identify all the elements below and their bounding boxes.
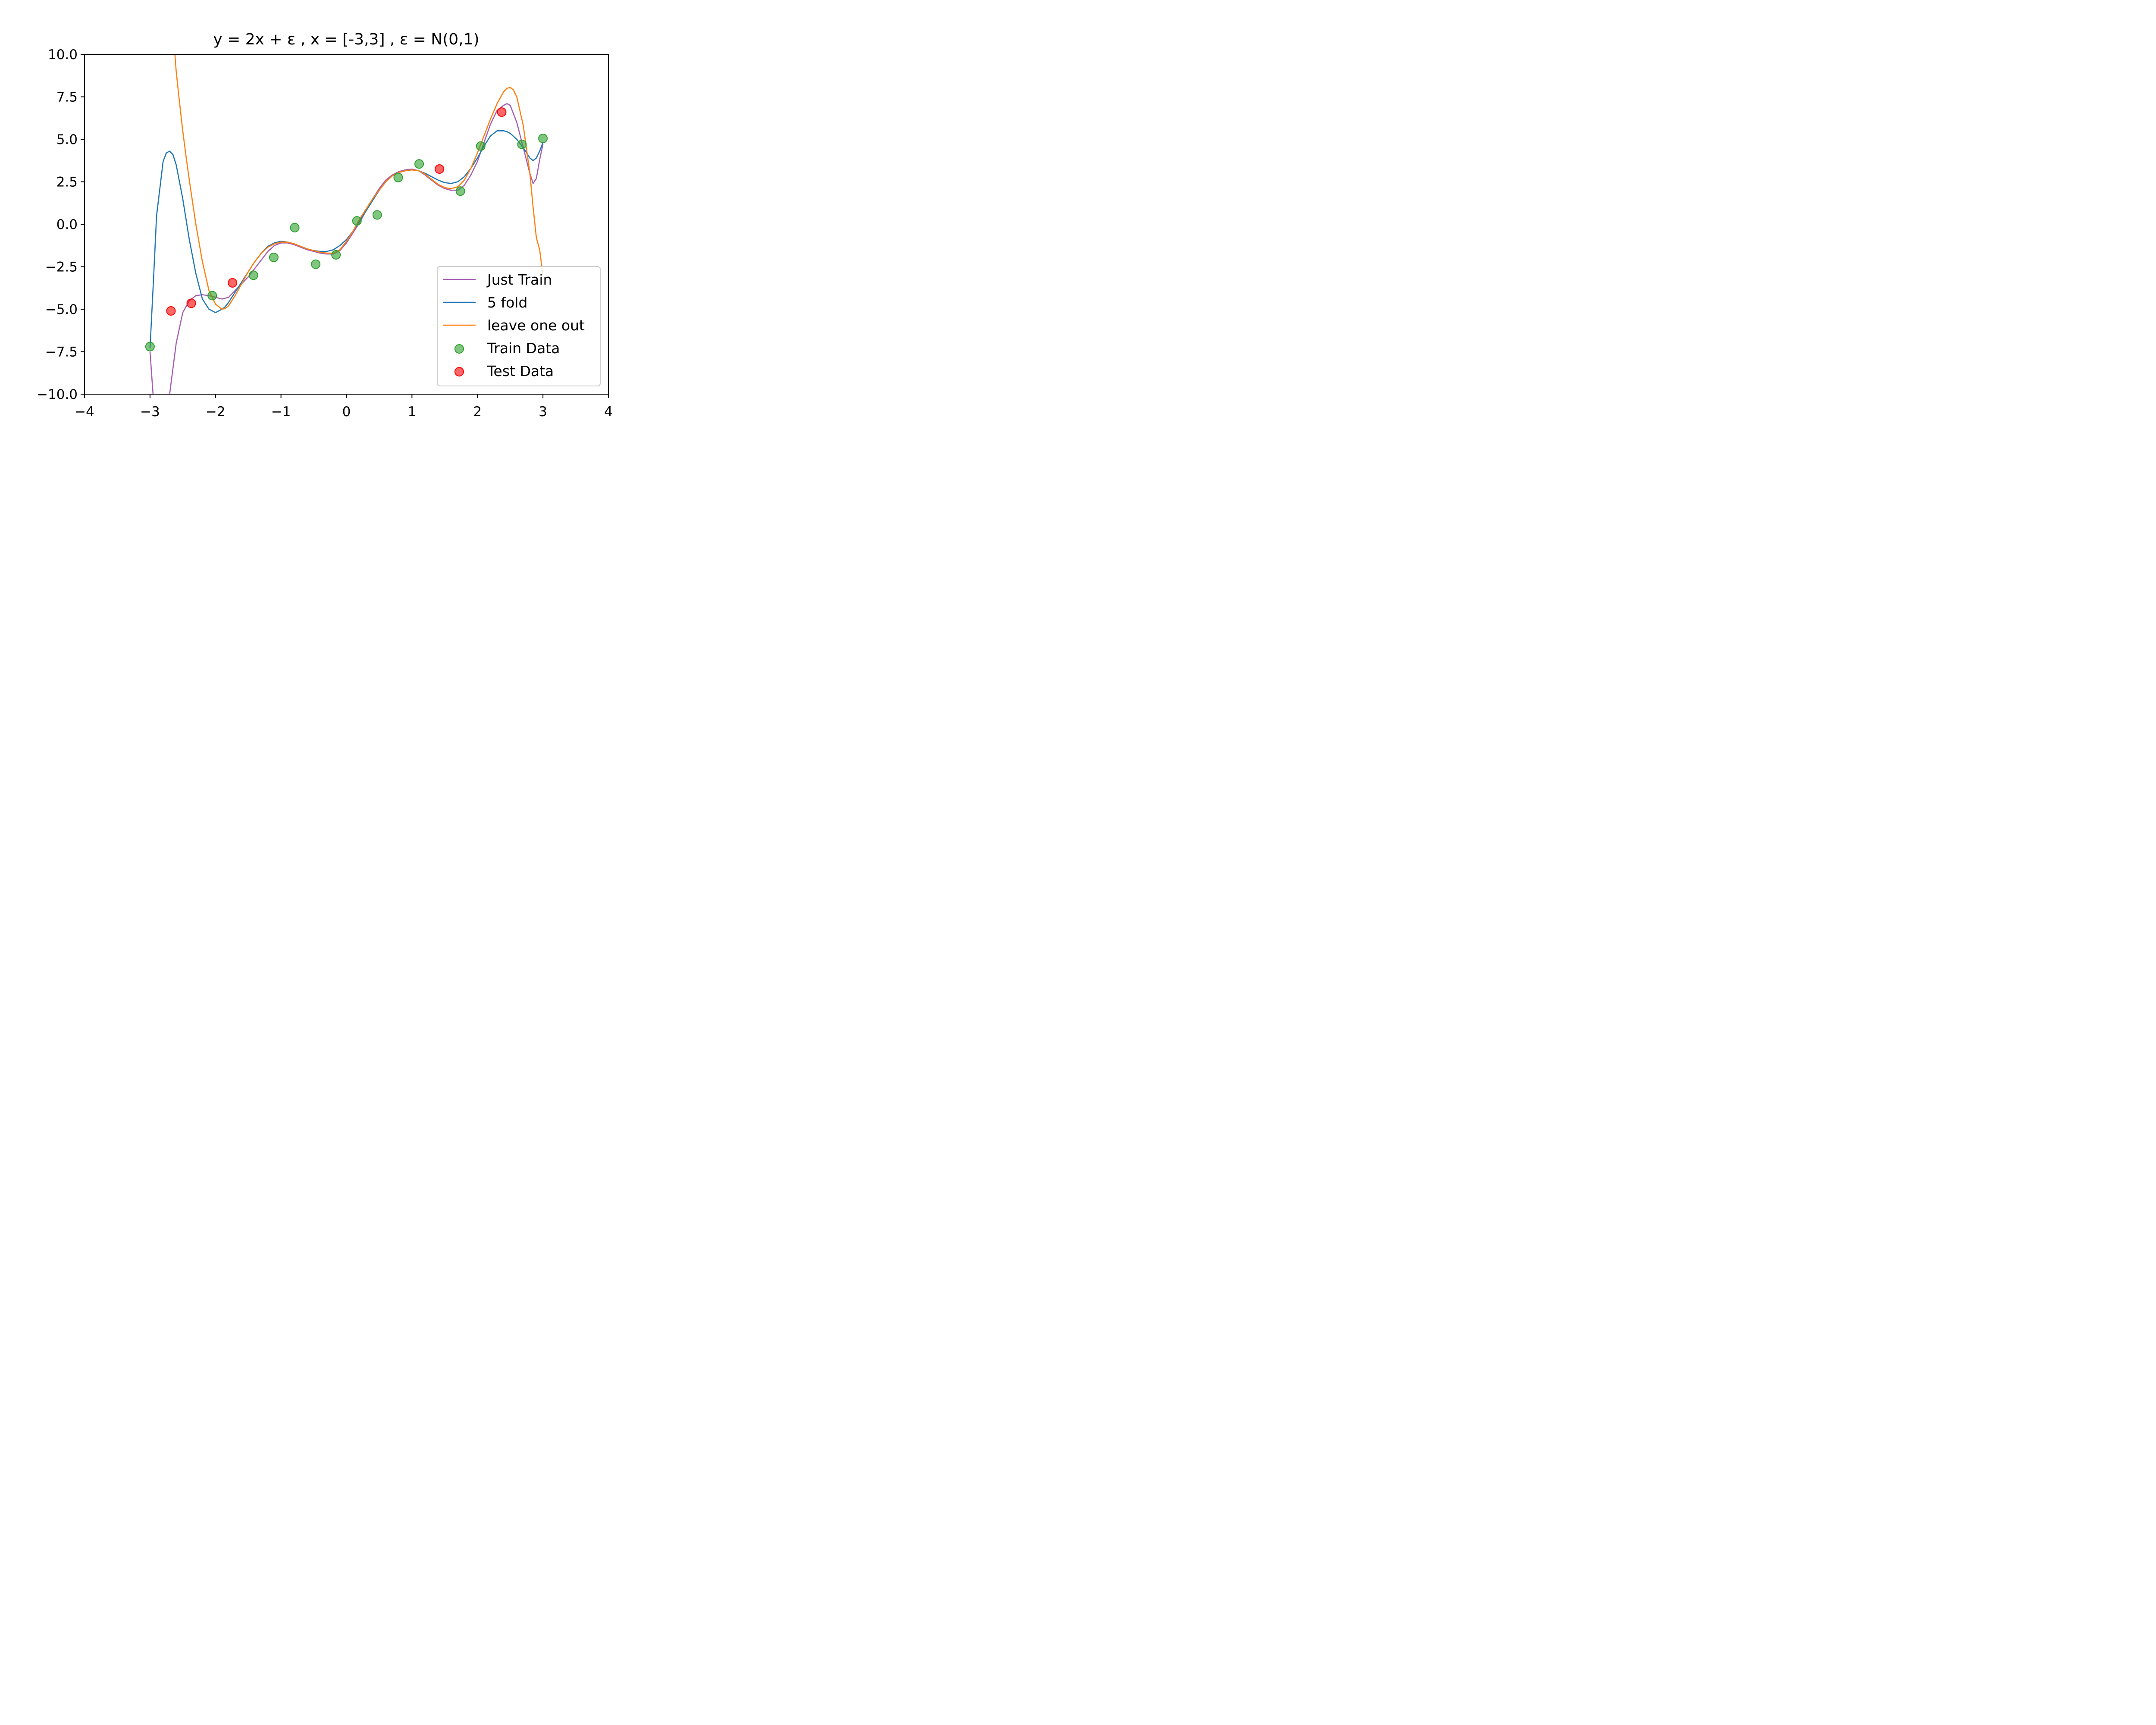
- data-point: [476, 141, 486, 151]
- data-point: [538, 134, 548, 144]
- chart-title: y = 2x + ε , x = [-3,3] , ε = N(0,1): [213, 31, 479, 48]
- data-point: [455, 186, 465, 196]
- data-point: [290, 223, 300, 232]
- y-tick-label: −5.0: [45, 302, 78, 317]
- y-tick-label: 10.0: [48, 47, 78, 63]
- legend-dot-marker: [454, 344, 464, 354]
- y-tick-label: 5.0: [56, 132, 78, 147]
- data-point: [352, 216, 362, 226]
- y-tick-label: −2.5: [45, 260, 78, 275]
- legend-label: Train Data: [487, 340, 560, 357]
- legend-label: Just Train: [486, 271, 552, 288]
- x-tick-label: 1: [408, 404, 417, 420]
- data-point: [207, 291, 217, 301]
- x-tick-label: −3: [140, 404, 160, 420]
- data-point: [166, 306, 176, 316]
- data-point: [372, 210, 382, 220]
- y-tick-label: 7.5: [56, 90, 78, 105]
- y-tick-label: −7.5: [45, 345, 78, 360]
- data-point: [145, 342, 155, 351]
- series-line-1: [149, 130, 544, 348]
- data-point: [497, 107, 507, 117]
- data-point: [311, 259, 321, 269]
- data-point: [331, 250, 341, 260]
- x-tick-label: 4: [604, 404, 613, 420]
- series-layer: [145, 54, 548, 394]
- data-point: [248, 270, 258, 280]
- data-point: [269, 252, 279, 262]
- x-tick-label: 0: [342, 404, 351, 420]
- y-axis: 10.0 7.5 5.0 2.5 0.0 −2.5 −5.0 −7.5 −10.0: [37, 47, 85, 402]
- data-point: [517, 139, 527, 149]
- y-tick-label: −10.0: [37, 387, 78, 402]
- x-tick-label: 3: [539, 404, 547, 420]
- data-point: [228, 278, 238, 288]
- x-axis: −4 −3 −2 −1 0 1 2 3 4: [75, 394, 613, 420]
- y-tick-label: 0.0: [56, 217, 78, 232]
- data-point: [435, 164, 445, 174]
- legend-box: [437, 266, 601, 386]
- legend-dot-marker: [454, 367, 464, 376]
- y-tick-label: 2.5: [56, 175, 78, 190]
- legend: Just Train 5 fold leave one out Train Data T…: [437, 266, 601, 386]
- data-point: [186, 298, 196, 308]
- x-tick-label: 2: [473, 404, 482, 420]
- legend-label: leave one out: [487, 317, 585, 334]
- legend-label: 5 fold: [487, 294, 527, 311]
- legend-label: Test Data: [487, 363, 554, 380]
- line-chart: y = 2x + ε , x = [-3,3] , ε = N(0,1) −4−…: [37, 31, 613, 420]
- x-tick-label: −4: [75, 404, 94, 420]
- data-point: [393, 172, 403, 182]
- x-tick-label: −2: [206, 404, 226, 420]
- x-tick-label: −1: [271, 404, 291, 420]
- data-point: [414, 159, 424, 169]
